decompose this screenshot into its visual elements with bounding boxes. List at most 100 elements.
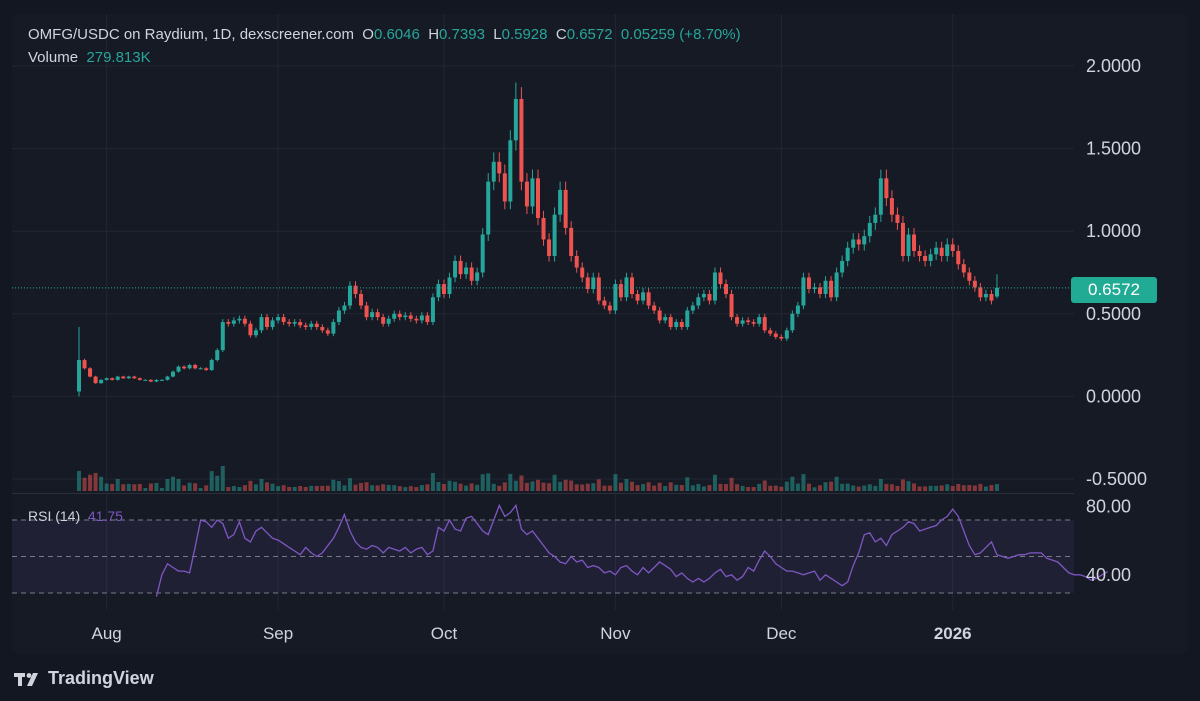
volume-bar	[829, 481, 834, 491]
candle	[867, 216, 872, 243]
candle	[818, 283, 823, 299]
volume-bar	[215, 475, 220, 491]
chart-frame	[12, 14, 1188, 654]
volume-bar	[978, 483, 983, 491]
candle	[209, 358, 214, 372]
volume-bar	[524, 482, 529, 491]
volume-bar	[110, 483, 115, 491]
volume-bar	[519, 475, 524, 491]
volume-bar	[93, 473, 98, 491]
candle	[690, 301, 695, 314]
candle	[956, 245, 961, 270]
volume-bar	[508, 473, 513, 491]
candle	[790, 310, 795, 333]
volume-bar	[392, 485, 397, 491]
candle	[82, 358, 87, 370]
price-axis: 2.0000 1.5000 1.0000 0.5000 0.0000 -0.5000	[1086, 56, 1147, 489]
candle	[430, 293, 435, 326]
candle	[519, 87, 524, 191]
volume-bar	[746, 487, 751, 491]
volume-bar	[347, 478, 352, 491]
candle	[972, 276, 977, 292]
volume-bar	[668, 482, 673, 491]
pane-divider	[12, 493, 1074, 494]
volume-bar	[381, 484, 386, 491]
volume-bar	[171, 476, 176, 491]
volume-bar	[646, 482, 651, 491]
candle	[574, 250, 579, 273]
volume-bar	[674, 484, 679, 491]
volume-bar	[77, 471, 81, 491]
volume-bar	[569, 480, 574, 491]
candle	[585, 272, 590, 294]
candle	[900, 216, 905, 262]
candle	[746, 317, 751, 326]
time-tick-label: 2026	[934, 624, 972, 643]
volume-bar	[535, 479, 540, 491]
candle	[989, 289, 994, 305]
symbol-title: OMFG/USDC on Raydium, 1D, dexscreener.co…	[28, 26, 354, 43]
change-value: 0.05259 (+8.70%)	[620, 26, 741, 43]
volume-bar	[801, 474, 806, 491]
price-tick-label: 0.5000	[1086, 304, 1141, 324]
time-tick-label: Dec	[766, 624, 797, 643]
volume-bar	[458, 483, 463, 491]
volume-bar	[242, 485, 247, 491]
candle	[779, 334, 784, 341]
candle	[392, 310, 397, 322]
volume-bar	[679, 485, 684, 491]
volume-bar	[768, 485, 773, 491]
candle	[934, 241, 939, 261]
candle	[663, 313, 668, 324]
candle	[359, 289, 364, 310]
candle	[281, 313, 286, 326]
candle	[851, 233, 856, 254]
volume-bar	[779, 486, 784, 491]
volume-bar	[884, 483, 889, 491]
candle	[464, 262, 469, 280]
volume-bar	[370, 485, 375, 491]
candle	[806, 272, 811, 294]
volume-bar	[237, 487, 242, 491]
candle	[735, 313, 740, 327]
volume-bar	[486, 473, 491, 491]
candle	[635, 289, 640, 305]
low-label: L	[493, 26, 502, 43]
volume-bar	[502, 482, 507, 491]
time-tick-label: Sep	[263, 624, 293, 643]
close-label: C	[555, 26, 567, 43]
candle	[126, 375, 131, 379]
volume-bar	[314, 485, 319, 491]
tradingview-logo[interactable]: TradingView	[14, 668, 154, 689]
volume-bar	[436, 482, 441, 491]
candle	[618, 279, 623, 302]
volume-bar	[613, 474, 618, 491]
volume-bar	[961, 485, 966, 491]
volume-bar	[303, 486, 308, 491]
candle	[303, 322, 308, 330]
candle	[978, 283, 983, 302]
candle	[99, 379, 104, 384]
volume-bar	[972, 485, 977, 491]
last-price-tag: 0.6572	[1071, 277, 1157, 303]
volume-bar	[574, 484, 579, 491]
candle	[983, 289, 988, 302]
candle	[823, 276, 828, 299]
brand-name: TradingView	[48, 668, 154, 688]
candle	[552, 207, 557, 262]
volume-bar	[867, 484, 872, 491]
volume-bar	[281, 485, 286, 491]
rsi-levels	[12, 519, 1074, 594]
candle	[795, 301, 800, 318]
volume-bar	[182, 485, 187, 491]
candle	[253, 327, 258, 338]
candle	[889, 190, 894, 222]
candle	[381, 313, 386, 327]
candle	[331, 319, 336, 337]
volume-bar	[99, 476, 104, 491]
volume-bar	[165, 479, 170, 491]
candle	[679, 319, 684, 330]
candle	[171, 370, 176, 378]
candle	[148, 379, 153, 383]
